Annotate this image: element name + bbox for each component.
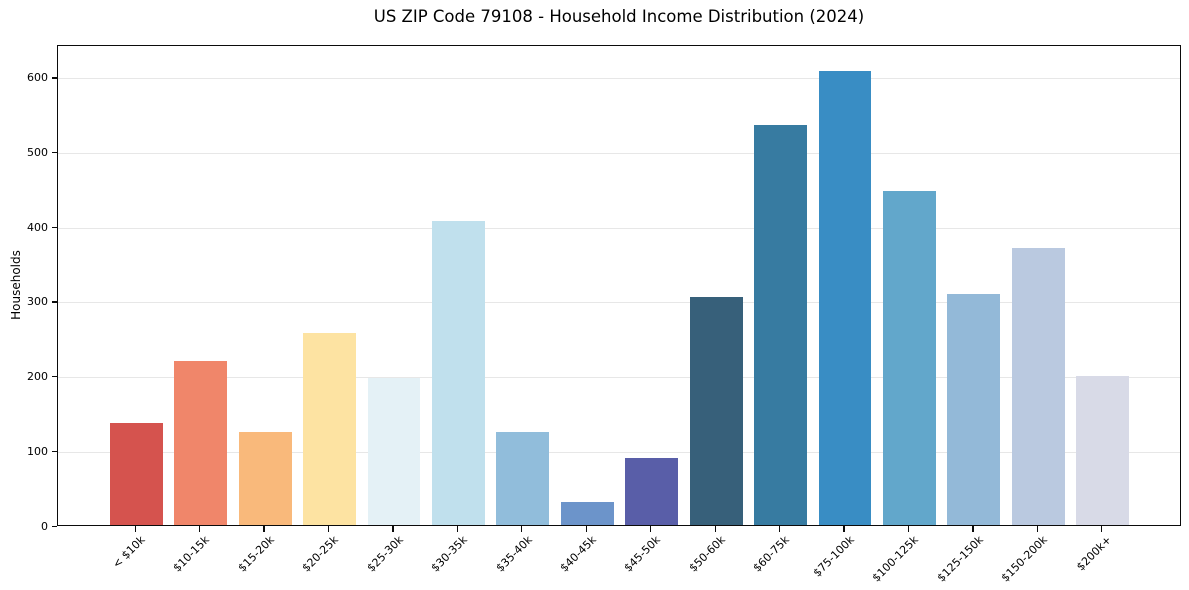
bar-1: [109, 423, 163, 525]
y-tick-label-400: 400: [27, 220, 48, 234]
y-axis-label: Households: [9, 250, 23, 320]
x-tick-mark-16: [1101, 526, 1103, 532]
y-tick-label-100: 100: [27, 444, 48, 458]
y-tick-mark-200: [51, 376, 57, 378]
x-tick-label-5: $25-30k: [364, 533, 406, 575]
bar-4: [303, 333, 356, 525]
gridline-y-200: [58, 377, 1180, 379]
bar-15: [1011, 248, 1065, 525]
y-tick-mark-100: [51, 450, 57, 453]
bar-13: [883, 191, 936, 525]
x-tick-mark-8: [585, 526, 587, 532]
x-tick-label-14: $125-150k: [934, 533, 986, 585]
x-tick-label-13: $100-125k: [869, 533, 921, 585]
bar-14: [947, 294, 1001, 525]
gridline-y-600: [58, 78, 1180, 80]
gridline-y-100: [58, 451, 1180, 453]
x-tick-mark-7: [521, 526, 523, 532]
bar-3: [238, 432, 292, 525]
x-tick-mark-3: [263, 526, 265, 532]
x-tick-mark-1: [134, 526, 136, 532]
y-tick-label-300: 300: [27, 295, 48, 309]
chart-title: US ZIP Code 79108 - Household Income Dis…: [373, 7, 865, 26]
bar-5: [367, 378, 421, 525]
y-tick-mark-400: [51, 226, 57, 229]
x-tick-label-9: $45-50k: [621, 533, 664, 575]
x-tick-mark-13: [907, 526, 910, 532]
x-tick-label-10: $50-60k: [686, 533, 728, 575]
x-tick-label-2: $10-15k: [170, 533, 213, 575]
x-tick-mark-11: [778, 526, 781, 532]
gridline-y-400: [58, 227, 1180, 229]
bar-7: [496, 432, 550, 525]
x-tick-label-6: $30-35k: [428, 533, 470, 575]
bar-8: [560, 501, 614, 525]
x-tick-label-12: $75-100k: [810, 533, 857, 580]
y-tick-label-500: 500: [27, 146, 48, 160]
bar-16: [1076, 376, 1130, 525]
x-tick-mark-10: [714, 526, 716, 532]
plot-area: [57, 45, 1181, 526]
bar-10: [689, 297, 743, 525]
y-tick-label-600: 600: [27, 71, 48, 85]
x-tick-mark-6: [456, 526, 459, 532]
x-tick-mark-4: [327, 526, 330, 532]
x-tick-label-8: $40-45k: [557, 533, 599, 575]
y-tick-mark-0: [51, 525, 57, 527]
x-tick-label-15: $150-200k: [998, 533, 1050, 585]
bar-11: [754, 124, 807, 525]
bar-2: [174, 361, 228, 525]
x-tick-label-1: < $10k: [110, 533, 148, 571]
x-tick-mark-9: [650, 526, 652, 532]
bar-9: [625, 458, 679, 525]
x-tick-label-11: $60-75k: [750, 533, 793, 575]
gridline-y-500: [58, 153, 1180, 155]
y-tick-label-200: 200: [27, 370, 48, 384]
y-tick-label-0: 0: [41, 519, 48, 533]
y-tick-mark-600: [51, 77, 57, 79]
y-tick-mark-500: [51, 152, 57, 154]
x-tick-label-16: $200k+: [1074, 533, 1115, 574]
x-tick-mark-2: [199, 526, 201, 532]
gridline-y-300: [58, 302, 1180, 304]
x-tick-label-4: $20-25k: [299, 533, 342, 575]
bar-12: [818, 70, 872, 525]
y-tick-mark-300: [51, 301, 57, 303]
x-tick-mark-14: [972, 526, 974, 532]
x-tick-mark-15: [1036, 526, 1038, 532]
x-tick-label-7: $35-40k: [493, 533, 535, 575]
x-tick-mark-12: [843, 526, 845, 532]
x-tick-label-3: $15-20k: [235, 533, 277, 575]
x-tick-mark-5: [392, 526, 394, 532]
bar-6: [431, 220, 485, 525]
